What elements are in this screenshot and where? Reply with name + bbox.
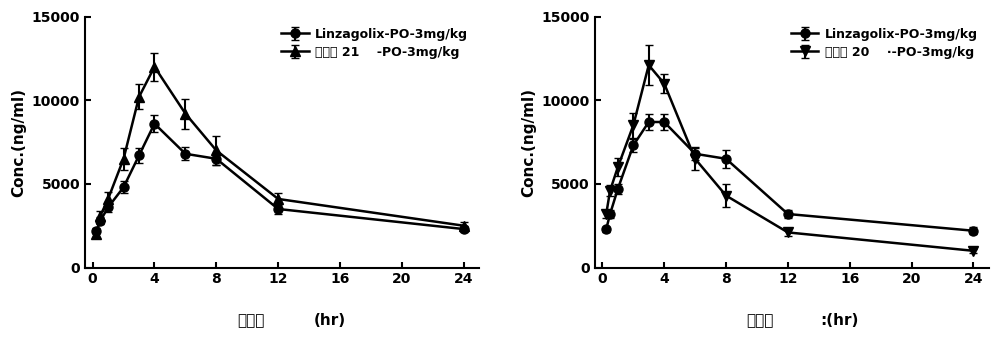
- Y-axis label: Conc.(ng/ml): Conc.(ng/ml): [521, 87, 536, 197]
- Text: 时间点: 时间点: [747, 313, 774, 328]
- Y-axis label: Conc.(ng/ml): Conc.(ng/ml): [11, 87, 26, 197]
- Legend: Linzagolix-PO-3mg/kg, 化合物 21    -PO-3mg/kg: Linzagolix-PO-3mg/kg, 化合物 21 -PO-3mg/kg: [276, 23, 473, 64]
- Text: (hr): (hr): [313, 313, 345, 328]
- Text: :(hr): :(hr): [820, 313, 858, 328]
- Text: 时间点: 时间点: [237, 313, 264, 328]
- Legend: Linzagolix-PO-3mg/kg, 化合物 20    ·-PO-3mg/kg: Linzagolix-PO-3mg/kg, 化合物 20 ·-PO-3mg/kg: [786, 23, 983, 64]
